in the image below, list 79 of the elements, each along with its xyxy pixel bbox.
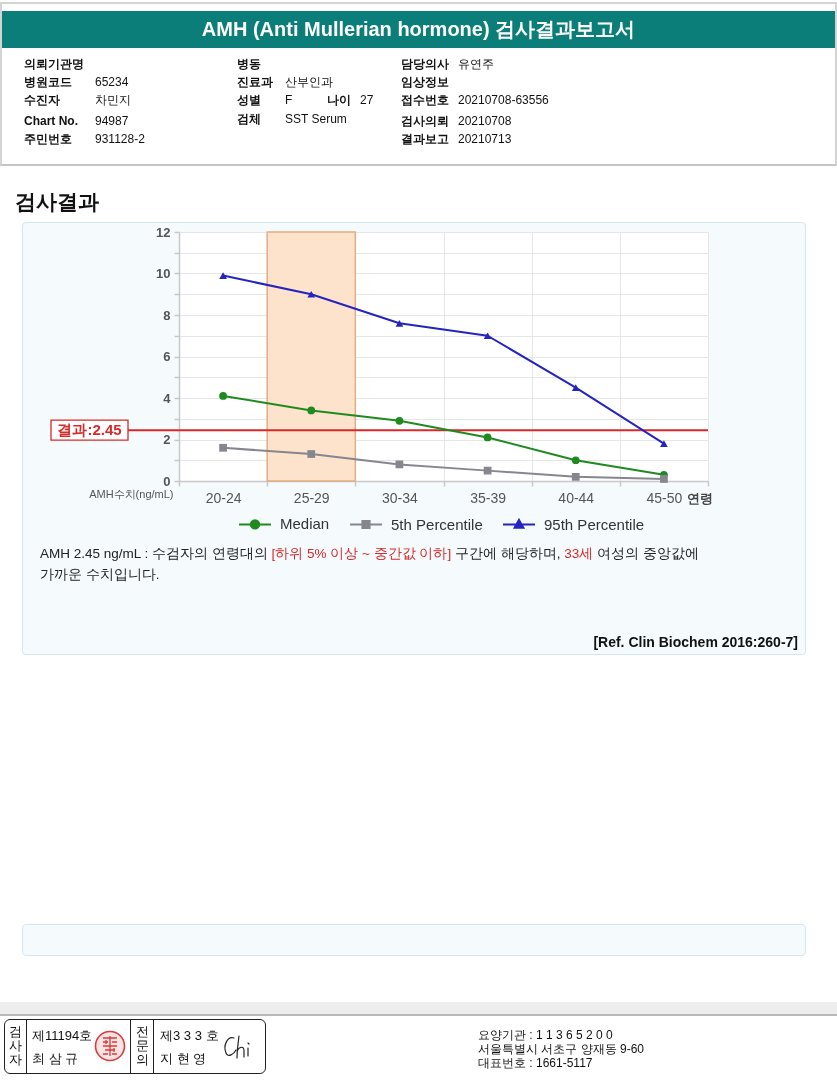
- text: 담당의사: [401, 56, 449, 72]
- text: 20210708-63556: [458, 92, 549, 108]
- point: [571, 456, 580, 465]
- point: [483, 332, 492, 340]
- text: 제11194호: [32, 1027, 93, 1043]
- legend-label: 95th Percentile: [544, 515, 645, 533]
- y-tick-label: 8: [163, 307, 171, 323]
- legend-label: 5th Percentile: [391, 515, 483, 533]
- text: 지 현 영: [160, 1050, 207, 1066]
- text: 94987: [95, 113, 129, 129]
- text: 검체: [237, 111, 261, 127]
- text: 가까운 수치입니다.: [40, 567, 160, 582]
- point: [219, 392, 227, 400]
- text: 최 삼 규: [32, 1050, 79, 1066]
- text: 접수번호: [401, 92, 449, 108]
- chart-title: AMH (Anti Mullerian hormone) 검사결과보고서: [201, 18, 636, 40]
- text: 검사의뢰: [401, 113, 449, 129]
- text: 수진자: [24, 92, 60, 108]
- ref-line-label: 결과:2.45: [57, 421, 122, 439]
- x-tick-label: 45-50: [646, 489, 683, 506]
- text: 나이: [327, 92, 351, 108]
- text: 유연주: [458, 56, 494, 72]
- point: [571, 472, 580, 481]
- text: 차민지: [95, 92, 131, 108]
- legend-label: Median: [280, 515, 330, 533]
- text: 33세: [564, 546, 594, 561]
- y-tick-label: 6: [163, 349, 171, 364]
- text: 구간에 해당하며,: [455, 546, 561, 561]
- text: 20210708: [458, 113, 512, 129]
- x-tick-label: 35-39: [470, 489, 507, 506]
- x-tick-label: 30-34: [382, 489, 419, 506]
- text: 의뢰기관명: [24, 56, 84, 72]
- text: AMH 2.45 ng/mL : 수검자의 연령대의: [40, 546, 268, 561]
- text: 제3 3 3 호: [160, 1027, 219, 1043]
- point: [219, 272, 227, 279]
- point: [307, 406, 316, 415]
- point: [307, 290, 316, 298]
- point: [660, 440, 668, 447]
- y-tick-label: 0: [163, 473, 171, 489]
- text: 전문의: [135, 1024, 149, 1067]
- text: 주민번호: [24, 131, 72, 147]
- text: 65234: [95, 74, 129, 90]
- point: [660, 475, 668, 483]
- text: 27: [360, 92, 374, 108]
- point: [395, 416, 404, 425]
- chart-subtitle: 검사결과: [15, 189, 99, 215]
- text: 요양기관 : 1 1 3 6 5 2 0 0: [478, 1027, 613, 1043]
- text: [Ref. Clin Biochem 2016:260-7]: [593, 633, 798, 650]
- text: [하위 5% 이상 ~ 중간값 이하]: [271, 546, 452, 561]
- text: 성별: [237, 92, 261, 108]
- text: 대표번호 : 1661-5117: [478, 1055, 593, 1071]
- text: 병동: [237, 56, 261, 72]
- text: 진료과: [237, 74, 273, 90]
- text: 병원코드: [24, 74, 72, 90]
- point: [395, 319, 404, 327]
- point: [219, 443, 227, 452]
- y-axis-title: AMH수치(ng/mL): [89, 487, 174, 500]
- y-tick-label: 4: [163, 390, 172, 406]
- text: 산부인과: [285, 74, 333, 90]
- text: 임상정보: [401, 74, 449, 90]
- text: 931128-2: [95, 131, 145, 147]
- x-tick-label: 40-44: [558, 489, 595, 506]
- text: Chart No.: [24, 113, 78, 129]
- point: [307, 450, 316, 458]
- y-tick-label: 10: [156, 266, 171, 281]
- x-tick-label: 25-29: [293, 489, 330, 506]
- text: 결과보고: [401, 131, 449, 147]
- text: 검사자: [8, 1024, 22, 1067]
- text: 20210713: [458, 131, 512, 147]
- text: SST Serum: [285, 111, 347, 127]
- text: F: [285, 92, 293, 108]
- y-tick-label: 2: [163, 432, 171, 447]
- text: 서울특별시 서초구 양재동 9-60: [478, 1041, 645, 1057]
- y-tick-label: 12: [156, 224, 171, 240]
- text: 여성의 중앙값에: [597, 546, 699, 561]
- x-axis-title: 연령: [686, 490, 713, 506]
- point: [483, 433, 492, 442]
- x-tick-label: 20-24: [205, 489, 242, 506]
- point: [571, 384, 580, 391]
